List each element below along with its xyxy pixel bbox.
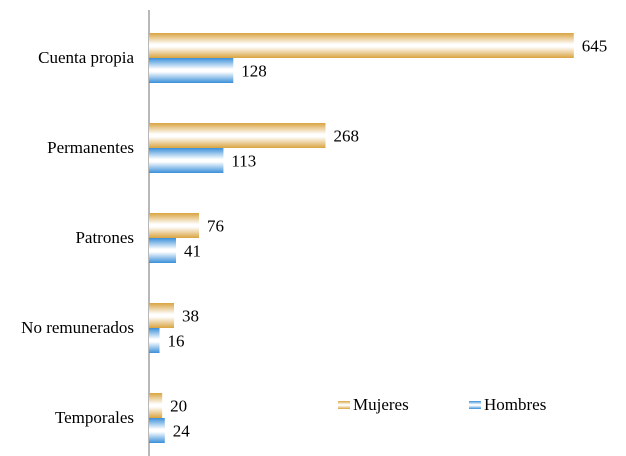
bar [149,148,224,173]
legend-label: Hombres [484,395,546,414]
bar [149,328,160,353]
bar [149,418,165,443]
value-label: 38 [182,306,199,325]
category-text: No remunerados [21,318,134,337]
category-label: No remunerados [0,318,134,338]
value-label: 16 [168,331,185,350]
value-label: 24 [173,421,191,440]
bar [149,213,200,238]
category-text: Permanentes [47,138,134,157]
value-label: 76 [207,216,224,235]
legend-swatch [338,401,350,409]
category-label: Cuenta propia [0,48,134,68]
value-label: 113 [231,151,256,170]
bar [149,238,177,263]
category-label: Permanentes [0,138,134,158]
value-label: 41 [184,241,201,260]
category-text: Cuenta propia [38,48,134,67]
category-label: Temporales [0,408,134,428]
value-label: 20 [170,396,187,415]
legend-label: Mujeres [353,395,409,414]
bar [149,33,574,58]
bar [149,303,175,328]
bar [149,393,163,418]
value-label: 268 [333,126,359,145]
value-label: 645 [582,36,608,55]
value-label: 128 [241,61,267,80]
bar [149,123,326,148]
category-label: Patrones [0,228,134,248]
category-text: Patrones [75,228,134,247]
bar [149,58,234,83]
legend-swatch [469,401,481,409]
category-text: Temporales [54,408,134,427]
